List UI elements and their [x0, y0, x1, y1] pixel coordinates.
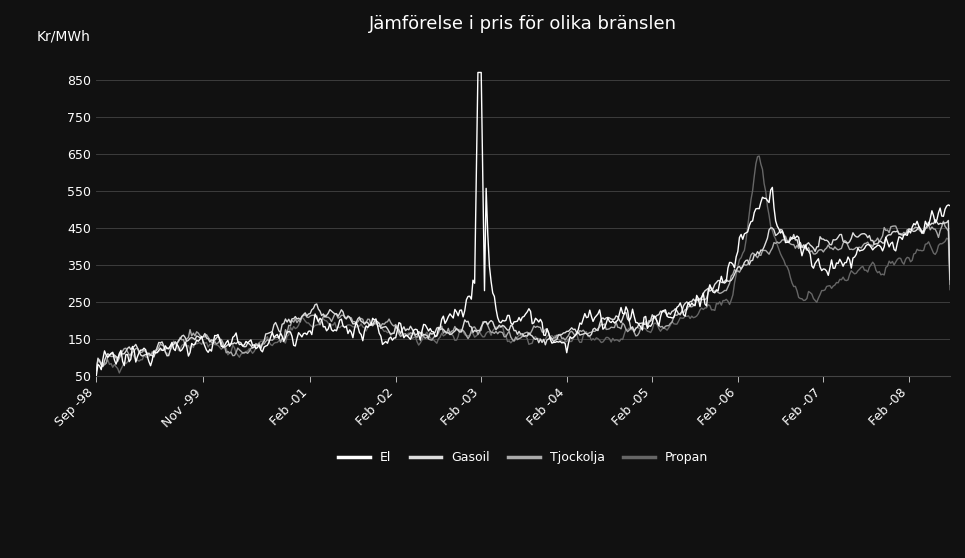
Title: Jämförelse i pris för olika bränslen: Jämförelse i pris för olika bränslen: [370, 15, 677, 33]
Text: Kr/MWh: Kr/MWh: [37, 30, 91, 44]
Legend: El, Gasoil, Tjockolja, Propan: El, Gasoil, Tjockolja, Propan: [333, 446, 713, 469]
